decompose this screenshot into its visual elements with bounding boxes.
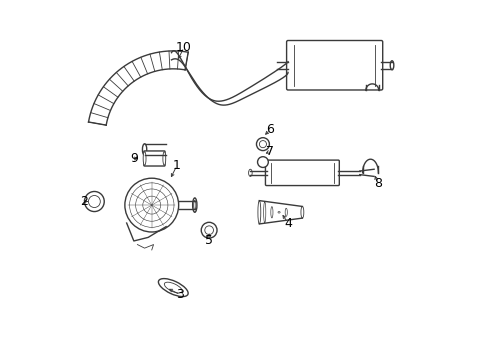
Text: 6: 6 <box>266 123 274 136</box>
FancyBboxPatch shape <box>144 151 165 166</box>
FancyBboxPatch shape <box>266 160 339 185</box>
Ellipse shape <box>278 211 280 213</box>
FancyBboxPatch shape <box>287 41 383 90</box>
Circle shape <box>201 222 217 238</box>
Ellipse shape <box>390 61 394 70</box>
Ellipse shape <box>194 201 196 210</box>
Ellipse shape <box>248 169 252 176</box>
Ellipse shape <box>164 282 182 293</box>
Text: 1: 1 <box>173 159 181 172</box>
Ellipse shape <box>89 195 100 208</box>
Ellipse shape <box>143 152 146 165</box>
Ellipse shape <box>258 201 261 224</box>
Text: 3: 3 <box>176 288 184 301</box>
Ellipse shape <box>158 279 188 297</box>
Circle shape <box>125 178 179 232</box>
Circle shape <box>259 141 267 148</box>
Circle shape <box>256 138 270 150</box>
Text: 4: 4 <box>284 216 292 230</box>
Text: 7: 7 <box>266 145 274 158</box>
Ellipse shape <box>143 144 147 155</box>
Text: 9: 9 <box>130 152 138 165</box>
Ellipse shape <box>84 192 104 212</box>
Ellipse shape <box>285 208 287 216</box>
Ellipse shape <box>301 206 304 218</box>
Ellipse shape <box>163 152 166 165</box>
Circle shape <box>258 157 269 167</box>
Text: 8: 8 <box>374 177 382 190</box>
Text: 5: 5 <box>205 234 213 247</box>
Ellipse shape <box>271 207 273 218</box>
Text: 10: 10 <box>176 41 192 54</box>
Ellipse shape <box>264 202 266 223</box>
Ellipse shape <box>193 198 197 212</box>
Text: 2: 2 <box>80 195 88 208</box>
Circle shape <box>205 226 214 235</box>
